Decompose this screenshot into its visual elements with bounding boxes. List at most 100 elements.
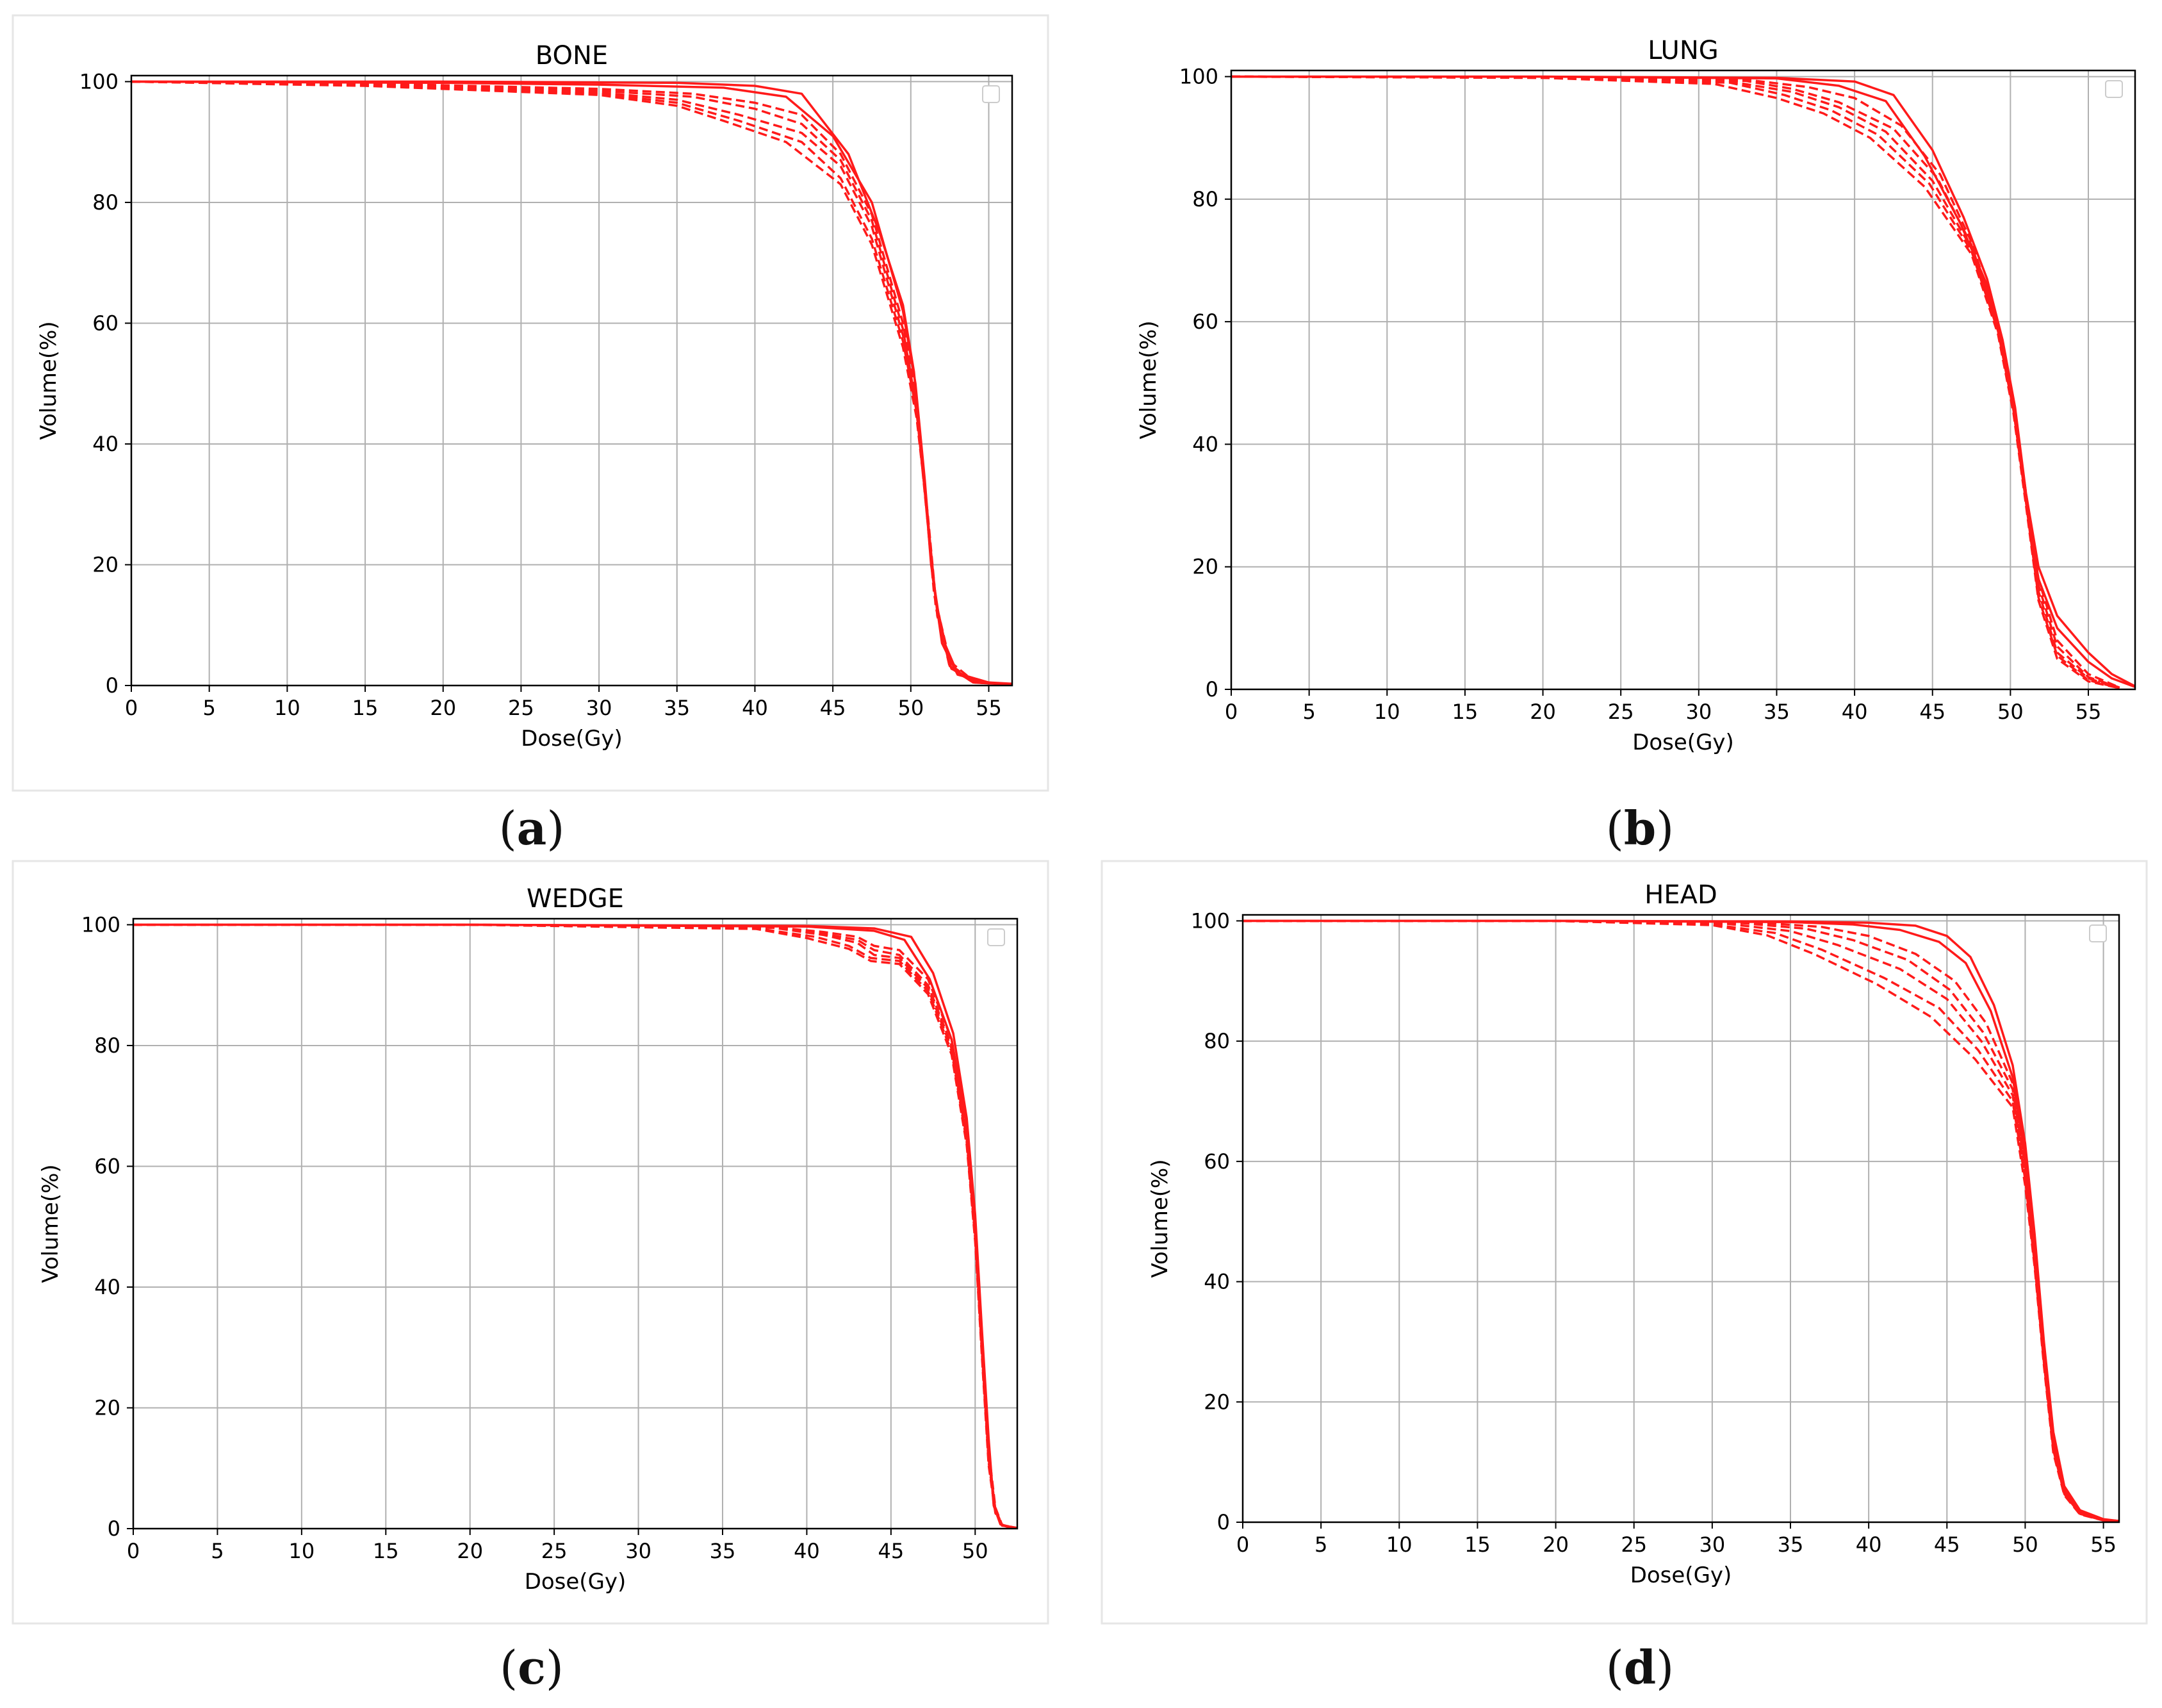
x-tick-label: 25 [1608, 700, 1634, 724]
caption-c: (c) [499, 1640, 564, 1695]
chart-title: HEAD [1644, 880, 1717, 910]
y-tick-label: 100 [1179, 65, 1218, 89]
y-axis-label: Volume(%) [36, 321, 61, 439]
y-tick-label: 100 [81, 912, 120, 937]
panel-frame [1101, 860, 2148, 1625]
x-tick-label: 55 [2076, 700, 2102, 724]
x-tick-label: 45 [878, 1539, 904, 1563]
caption-c-letter: c [518, 1640, 546, 1695]
panel-frame [12, 14, 1049, 792]
grid-lines [1231, 70, 2135, 690]
x-tick-label: 20 [1530, 700, 1556, 724]
caption-d: (d) [1605, 1640, 1675, 1695]
y-tick-label: 80 [92, 190, 119, 215]
x-tick-label: 0 [127, 1539, 140, 1563]
legend-box [987, 928, 1005, 946]
series-line-4 [1243, 919, 2120, 1522]
y-tick-label: 20 [94, 1395, 120, 1420]
y-tick-label: 80 [94, 1033, 120, 1058]
x-axis-label: Dose(Gy) [521, 726, 623, 751]
series-line-6 [131, 80, 1004, 686]
x-tick-label: 30 [1699, 1532, 1725, 1557]
series-line-7 [1231, 75, 2120, 689]
y-ticks: 0 20 40 60 80 100 [81, 912, 133, 1541]
y-tick-label: 20 [1204, 1390, 1230, 1414]
x-tick-label: 15 [1464, 1532, 1491, 1557]
x-tick-label: 50 [962, 1539, 988, 1563]
x-ticks: 0 5 10 15 20 25 30 35 40 45 50 [127, 1529, 988, 1563]
x-tick-label: 35 [1778, 1532, 1804, 1557]
series-line-2 [1231, 75, 2136, 688]
y-ticks: 0 20 40 60 80 100 [1179, 65, 1231, 702]
x-tick-label: 20 [1543, 1532, 1569, 1557]
series-line-4 [1231, 75, 2120, 689]
y-tick-label: 0 [1206, 677, 1218, 702]
y-tick-label: 60 [1204, 1149, 1230, 1174]
series-line-1 [1231, 75, 2136, 687]
x-tick-label: 30 [625, 1539, 651, 1563]
y-ticks: 0 20 40 60 80 100 [79, 69, 131, 698]
x-tick-label: 5 [1314, 1532, 1327, 1557]
series-line-4 [133, 923, 1018, 1529]
x-axis-label: Dose(Gy) [525, 1569, 626, 1595]
grid-lines [133, 919, 1017, 1529]
chart-bone: 0 5 10 15 20 25 30 35 40 45 50 55 0 20 40 60 80 100 BONE Do… [12, 14, 1049, 792]
series-line-3 [1243, 919, 2120, 1522]
series-line-3 [133, 923, 1018, 1529]
legend-box [982, 85, 1000, 103]
x-tick-label: 0 [1225, 700, 1238, 724]
series-group [1231, 75, 2136, 689]
x-axis-label: Dose(Gy) [1630, 1563, 1732, 1588]
series-group [1243, 919, 2120, 1522]
series-group [131, 80, 1013, 686]
series-line-6 [1231, 75, 2120, 689]
x-tick-label: 30 [1685, 700, 1712, 724]
x-tick-label: 45 [1919, 700, 1945, 724]
series-line-6 [133, 923, 1018, 1529]
axes-frame [1241, 914, 2120, 1523]
x-tick-label: 40 [1842, 700, 1868, 724]
y-tick-label: 40 [92, 432, 119, 456]
series-line-3 [131, 80, 1005, 686]
x-tick-label: 50 [1997, 700, 2024, 724]
series-line-7 [131, 80, 1004, 686]
x-tick-label: 5 [211, 1539, 224, 1563]
y-tick-label: 40 [94, 1275, 120, 1299]
x-tick-label: 45 [820, 696, 846, 720]
caption-a: (a) [498, 801, 565, 855]
caption-a-letter: a [516, 801, 547, 855]
series-line-2 [131, 80, 1013, 686]
y-axis-label: Volume(%) [1136, 320, 1161, 439]
series-line-2 [133, 923, 1018, 1529]
x-tick-label: 35 [1764, 700, 1790, 724]
chart-head: 0 5 10 15 20 25 30 35 40 45 50 55 0 20 40 60 80 100 HEAD Do… [1101, 860, 2148, 1625]
chart-title: LUNG [1648, 36, 1719, 65]
y-ticks: 0 20 40 60 80 100 [1191, 908, 1243, 1534]
series-line-5 [1231, 75, 2120, 689]
y-tick-label: 80 [1192, 187, 1218, 211]
x-ticks: 0 5 10 15 20 25 30 35 40 45 50 55 [1225, 689, 2102, 724]
series-line-5 [133, 923, 1018, 1529]
series-line-1 [1243, 919, 2120, 1522]
series-line-2 [1243, 919, 2120, 1522]
x-tick-label: 35 [664, 696, 690, 720]
y-tick-label: 0 [106, 673, 119, 698]
x-tick-label: 35 [710, 1539, 736, 1563]
chart-panel-lung: 0 5 10 15 20 25 30 35 40 45 50 55 0 20 40 60 80 100 LUNG Do… [1089, 0, 2162, 801]
y-tick-label: 0 [1217, 1510, 1230, 1534]
caption-b-letter: b [1623, 801, 1657, 855]
x-tick-label: 5 [1302, 700, 1315, 724]
x-tick-label: 20 [457, 1539, 483, 1563]
x-tick-label: 20 [430, 696, 456, 720]
x-axis-label: Dose(Gy) [1632, 730, 1734, 755]
x-tick-label: 40 [742, 696, 768, 720]
y-tick-label: 100 [79, 69, 119, 94]
series-line-7 [133, 923, 1018, 1529]
series-line-1 [133, 923, 1018, 1529]
chart-panel-bone: 0 5 10 15 20 25 30 35 40 45 50 55 0 20 40 60 80 100 BONE Do… [0, 0, 1063, 801]
chart-title: BONE [536, 41, 608, 70]
series-line-7 [1243, 919, 2120, 1522]
x-ticks: 0 5 10 15 20 25 30 35 40 45 50 55 [1236, 1522, 2117, 1557]
x-tick-label: 0 [1236, 1532, 1249, 1557]
x-tick-label: 40 [1856, 1532, 1882, 1557]
